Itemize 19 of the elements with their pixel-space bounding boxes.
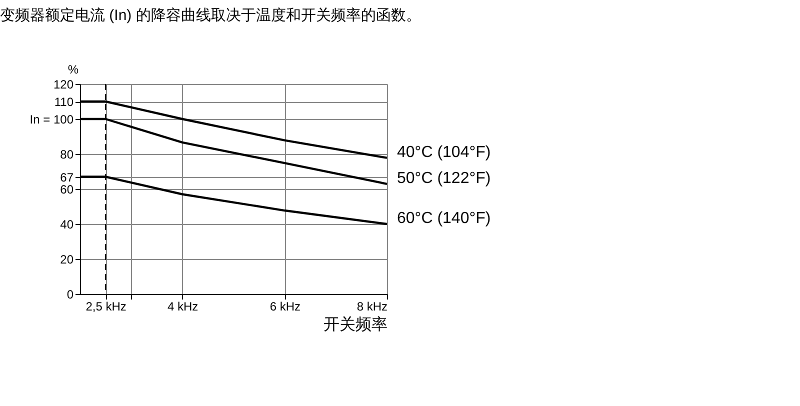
series-label: 60°C (140°F) bbox=[397, 210, 491, 227]
y-tick-label: 80 bbox=[60, 148, 74, 162]
y-axis-title: % bbox=[68, 62, 79, 76]
y-tick-label: 20 bbox=[60, 252, 74, 266]
y-tick-label: 120 bbox=[53, 78, 74, 92]
y-tick-label: 60 bbox=[60, 182, 74, 196]
x-axis-title: 开关频率 bbox=[324, 316, 388, 334]
series-label: 40°C (104°F) bbox=[397, 144, 491, 161]
chart-title: 变频器额定电流 (In) 的降容曲线取决于温度和开关频率的函数。 bbox=[0, 7, 421, 24]
y-tick-label: In = 100 bbox=[30, 112, 74, 126]
y-tick-label: 67 bbox=[60, 170, 74, 184]
y-tick-label: 110 bbox=[54, 95, 74, 109]
series-label: 50°C (122°F) bbox=[397, 170, 491, 187]
y-tick-label: 40 bbox=[60, 218, 74, 232]
x-tick-label: 4 kHz bbox=[167, 300, 198, 314]
x-tick-label: 2,5 kHz bbox=[86, 300, 126, 314]
x-tick-label: 6 kHz bbox=[270, 300, 301, 314]
y-tick-label: 0 bbox=[66, 288, 74, 302]
x-tick-label: 8 kHz bbox=[356, 300, 388, 314]
